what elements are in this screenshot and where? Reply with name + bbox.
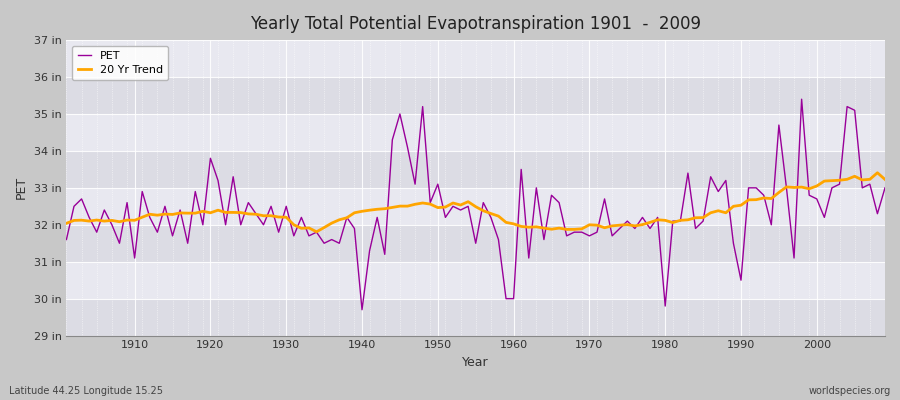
20 Yr Trend <box>122 218 132 222</box>
PET <box>796 97 807 102</box>
20 Yr Trend <box>341 215 352 220</box>
Title: Yearly Total Potential Evapotranspiration 1901  -  2009: Yearly Total Potential Evapotranspiratio… <box>250 15 701 33</box>
20 Yr Trend <box>872 170 883 175</box>
PET <box>607 234 617 238</box>
PET <box>356 307 367 312</box>
Bar <box>67 299 885 336</box>
Legend: PET, 20 Yr Trend: PET, 20 Yr Trend <box>72 46 168 80</box>
PET <box>61 237 72 242</box>
20 Yr Trend <box>508 222 519 226</box>
Bar <box>67 114 885 151</box>
X-axis label: Year: Year <box>463 356 489 369</box>
PET <box>288 234 299 238</box>
PET <box>508 296 519 301</box>
20 Yr Trend <box>607 224 617 228</box>
20 Yr Trend <box>288 222 299 227</box>
Bar <box>67 262 885 299</box>
20 Yr Trend <box>311 229 322 234</box>
Bar <box>67 225 885 262</box>
Bar <box>67 188 885 225</box>
Y-axis label: PET: PET <box>15 176 28 200</box>
Line: PET: PET <box>67 99 885 310</box>
20 Yr Trend <box>516 224 526 229</box>
PET <box>122 200 132 205</box>
PET <box>516 167 526 172</box>
PET <box>334 241 345 246</box>
Bar <box>67 77 885 114</box>
Text: worldspecies.org: worldspecies.org <box>809 386 891 396</box>
Bar <box>67 40 885 77</box>
Text: Latitude 44.25 Longitude 15.25: Latitude 44.25 Longitude 15.25 <box>9 386 163 396</box>
Bar <box>67 151 885 188</box>
20 Yr Trend <box>61 221 72 226</box>
Line: 20 Yr Trend: 20 Yr Trend <box>67 173 885 232</box>
PET <box>879 186 890 190</box>
20 Yr Trend <box>879 177 890 182</box>
